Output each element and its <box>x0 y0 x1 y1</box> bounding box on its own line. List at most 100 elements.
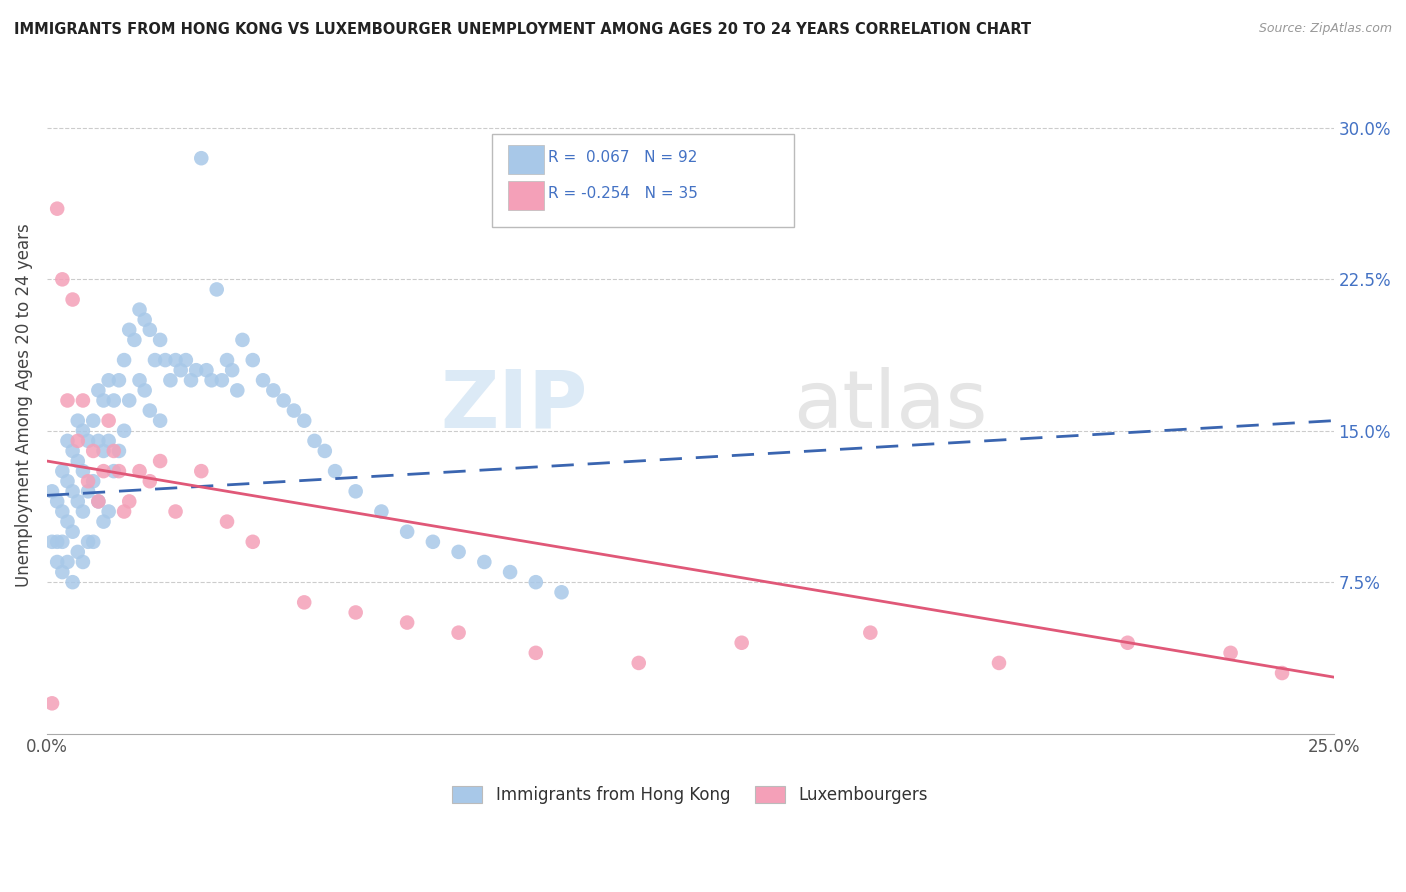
Point <box>62 484 84 499</box>
Point <box>186 363 208 377</box>
Point <box>77 434 100 448</box>
Point <box>46 534 69 549</box>
Point <box>124 333 146 347</box>
Point <box>87 434 110 448</box>
Point <box>524 646 547 660</box>
Point <box>97 373 120 387</box>
Point <box>56 434 79 448</box>
Point <box>51 504 73 518</box>
Point <box>262 384 284 398</box>
Point <box>77 484 100 499</box>
Point <box>292 595 315 609</box>
Point <box>447 625 470 640</box>
Point <box>292 414 315 428</box>
Point <box>422 534 444 549</box>
Point <box>118 323 141 337</box>
Point <box>731 636 754 650</box>
Point <box>273 393 295 408</box>
Point <box>41 534 63 549</box>
Point <box>211 373 233 387</box>
Point <box>499 565 522 579</box>
Point <box>51 534 73 549</box>
Point <box>72 464 94 478</box>
Point <box>46 202 69 216</box>
Point <box>97 504 120 518</box>
Point <box>108 373 131 387</box>
Point <box>46 555 69 569</box>
Point <box>1271 666 1294 681</box>
Point <box>139 474 162 488</box>
Text: Source: ZipAtlas.com: Source: ZipAtlas.com <box>1258 22 1392 36</box>
Point <box>242 534 264 549</box>
Point <box>77 474 100 488</box>
Point <box>128 464 150 478</box>
Point <box>149 333 172 347</box>
Point <box>51 565 73 579</box>
Point <box>134 384 156 398</box>
Point <box>97 434 120 448</box>
Legend: Immigrants from Hong Kong, Luxembourgers: Immigrants from Hong Kong, Luxembourgers <box>446 779 935 811</box>
Point <box>118 393 141 408</box>
Point <box>323 464 346 478</box>
Point <box>304 434 326 448</box>
Point <box>174 353 197 368</box>
Point <box>82 444 104 458</box>
Point <box>215 515 238 529</box>
Point <box>550 585 572 599</box>
Point <box>370 504 392 518</box>
Point <box>242 353 264 368</box>
Point <box>226 384 249 398</box>
Point <box>221 363 243 377</box>
Point <box>56 515 79 529</box>
Point <box>149 414 172 428</box>
Point <box>66 414 89 428</box>
Point <box>447 545 470 559</box>
Point <box>139 323 162 337</box>
Point <box>72 393 94 408</box>
Point <box>215 353 238 368</box>
Point <box>396 524 419 539</box>
Point <box>72 424 94 438</box>
Point <box>165 504 187 518</box>
Point <box>56 474 79 488</box>
Point <box>108 444 131 458</box>
Point <box>252 373 274 387</box>
Point <box>1219 646 1241 660</box>
Point <box>112 424 135 438</box>
Text: R = -0.254   N = 35: R = -0.254 N = 35 <box>548 186 699 201</box>
Point <box>396 615 419 630</box>
Point <box>62 444 84 458</box>
Text: atlas: atlas <box>793 367 987 444</box>
Point <box>82 474 104 488</box>
Point <box>165 353 187 368</box>
Point <box>62 293 84 307</box>
Point <box>62 524 84 539</box>
Point <box>128 302 150 317</box>
Point <box>112 353 135 368</box>
Point <box>93 393 115 408</box>
Point <box>72 555 94 569</box>
Point <box>97 414 120 428</box>
Point <box>159 373 181 387</box>
Point <box>56 555 79 569</box>
Point <box>170 363 193 377</box>
Point <box>93 444 115 458</box>
Point <box>149 454 172 468</box>
Point <box>93 515 115 529</box>
Point <box>51 464 73 478</box>
Point <box>314 444 336 458</box>
Point <box>87 384 110 398</box>
Point <box>103 444 125 458</box>
Point <box>472 555 495 569</box>
Point <box>859 625 882 640</box>
Point <box>195 363 218 377</box>
Point <box>41 484 63 499</box>
Y-axis label: Unemployment Among Ages 20 to 24 years: Unemployment Among Ages 20 to 24 years <box>15 224 32 588</box>
Point <box>134 312 156 326</box>
Point <box>627 656 650 670</box>
Point <box>77 534 100 549</box>
Point <box>82 414 104 428</box>
Point <box>87 494 110 508</box>
Point <box>128 373 150 387</box>
Text: IMMIGRANTS FROM HONG KONG VS LUXEMBOURGER UNEMPLOYMENT AMONG AGES 20 TO 24 YEARS: IMMIGRANTS FROM HONG KONG VS LUXEMBOURGE… <box>14 22 1031 37</box>
